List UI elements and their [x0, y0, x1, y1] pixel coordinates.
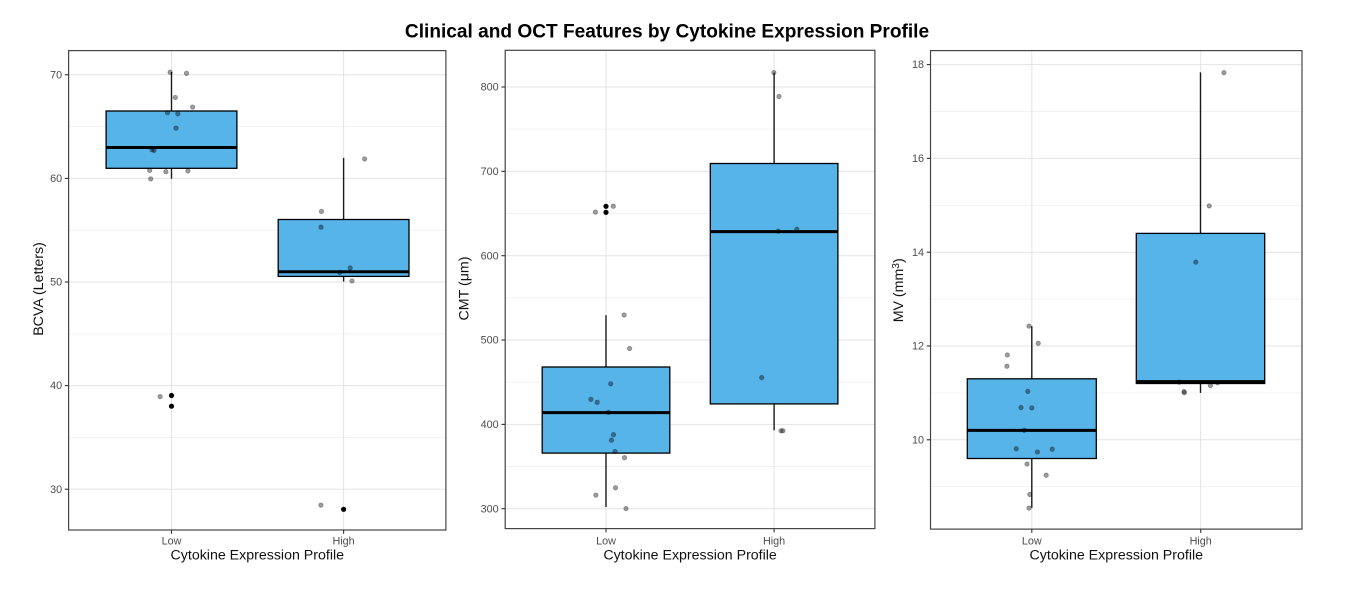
svg-text:400: 400 — [481, 419, 499, 431]
svg-text:500: 500 — [481, 335, 499, 347]
svg-text:MV (mm3): MV (mm3) — [891, 258, 907, 322]
svg-text:14: 14 — [912, 247, 924, 259]
svg-text:700: 700 — [481, 166, 499, 178]
svg-text:Cytokine Expression Profile: Cytokine Expression Profile — [603, 547, 777, 563]
svg-text:300: 300 — [481, 503, 499, 515]
svg-text:Low: Low — [596, 535, 616, 547]
svg-text:High: High — [332, 535, 354, 547]
svg-text:High: High — [1190, 535, 1212, 547]
svg-text:Low: Low — [1022, 535, 1042, 547]
svg-text:60: 60 — [50, 173, 62, 185]
svg-text:16: 16 — [912, 153, 924, 165]
svg-text:12: 12 — [912, 341, 924, 353]
svg-text:50: 50 — [50, 277, 62, 289]
svg-text:10: 10 — [912, 434, 924, 446]
svg-text:CMT (μm): CMT (μm) — [457, 257, 473, 321]
svg-text:30: 30 — [50, 484, 62, 496]
svg-text:600: 600 — [481, 250, 499, 262]
svg-text:Cytokine Expression Profile: Cytokine Expression Profile — [1030, 547, 1204, 563]
svg-text:Low: Low — [162, 535, 182, 547]
svg-text:18: 18 — [912, 59, 924, 71]
svg-text:High: High — [763, 535, 785, 547]
svg-text:Cytokine Expression Profile: Cytokine Expression Profile — [171, 547, 345, 563]
svg-text:BCVA (Letters): BCVA (Letters) — [31, 242, 47, 336]
svg-text:Clinical and OCT Features by C: Clinical and OCT Features by Cytokine Ex… — [405, 22, 929, 43]
svg-text:40: 40 — [50, 380, 62, 392]
svg-text:70: 70 — [50, 69, 62, 81]
svg-text:800: 800 — [481, 82, 499, 94]
